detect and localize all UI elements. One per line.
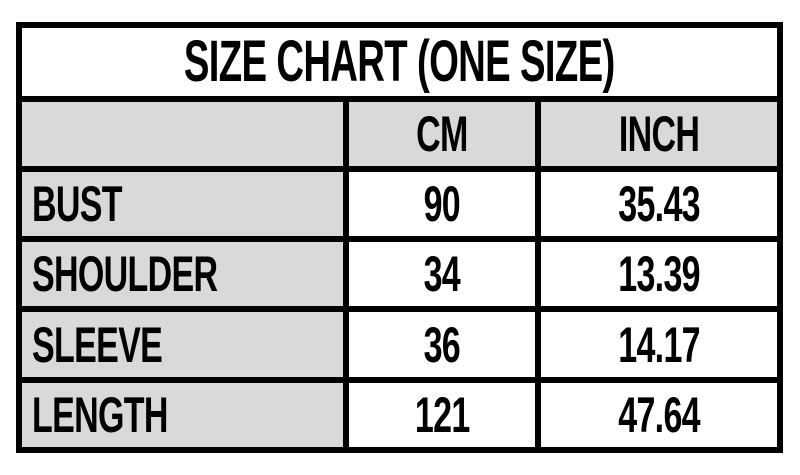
header-corner-cell <box>22 101 343 166</box>
sleeve-label: SLEEVE <box>32 316 163 373</box>
sleeve-inch-value: 14.17 <box>618 316 700 373</box>
header-inch-cell: INCH <box>541 101 777 166</box>
length-cm-value: 121 <box>414 386 470 443</box>
bust-cm-value: 90 <box>423 175 461 232</box>
sleeve-cm-value: 36 <box>423 316 461 373</box>
header-inch-label: INCH <box>618 105 700 162</box>
header-cm-cell: CM <box>349 101 535 166</box>
length-cm-cell: 121 <box>349 382 535 447</box>
bust-cm-cell: 90 <box>349 171 535 237</box>
bust-inch-value: 35.43 <box>618 175 700 232</box>
bust-label: BUST <box>32 175 123 232</box>
size-chart-title: SIZE CHART (ONE SIZE) <box>184 28 615 94</box>
shoulder-inch-cell: 13.39 <box>541 242 777 307</box>
row-label-sleeve: SLEEVE <box>22 312 343 377</box>
row-label-length: LENGTH <box>22 382 343 447</box>
shoulder-cm-value: 34 <box>423 246 461 303</box>
shoulder-label: SHOULDER <box>32 246 218 303</box>
row-label-shoulder: SHOULDER <box>22 242 343 307</box>
sleeve-cm-cell: 36 <box>349 312 535 377</box>
length-label: LENGTH <box>32 386 168 443</box>
shoulder-cm-cell: 34 <box>349 242 535 307</box>
size-chart-table: SIZE CHART (ONE SIZE) CM INCH BUST 90 35… <box>16 22 783 453</box>
bust-inch-cell: 35.43 <box>541 171 777 237</box>
sleeve-inch-cell: 14.17 <box>541 312 777 377</box>
length-inch-cell: 47.64 <box>541 382 777 447</box>
row-label-bust: BUST <box>22 171 343 237</box>
shoulder-inch-value: 13.39 <box>618 246 700 303</box>
size-chart-title-cell: SIZE CHART (ONE SIZE) <box>22 28 777 96</box>
header-cm-label: CM <box>416 105 468 162</box>
length-inch-value: 47.64 <box>618 386 700 443</box>
